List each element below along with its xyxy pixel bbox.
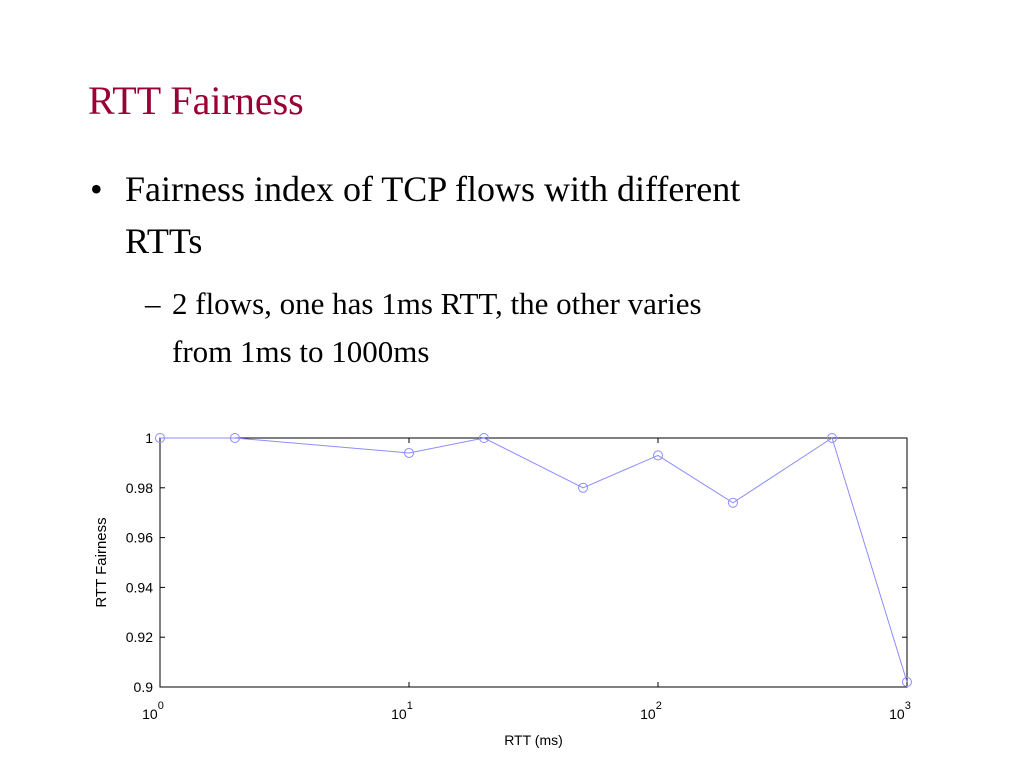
plot-frame [159,437,908,688]
data-point [827,433,838,443]
data-point [478,433,489,443]
y-tick-label: 0.92 [126,629,153,645]
x-tick-label: 100 [142,700,164,722]
x-tick-exponent: 1 [407,700,413,712]
x-tick-base: 10 [391,706,407,722]
bullet-text: from 1ms to 1000ms [172,334,429,369]
data-point [902,677,912,688]
y-axis-label: RTT Fairness [93,517,110,607]
x-tick-label: 101 [391,700,413,722]
x-tick-label: 102 [640,700,662,722]
y-tick-label: 0.98 [126,480,153,496]
x-tick-exponent: 0 [158,700,164,712]
x-axis-label: RTT (ms) [504,732,563,748]
bullet-marker: • [90,169,103,209]
y-tick-label: 0.96 [126,530,153,546]
x-tick-base: 10 [889,706,905,722]
bullets: • Fairness index of TCP flows with differ… [90,169,740,369]
x-tick-base: 10 [640,706,656,722]
x-tick-label: 103 [889,700,911,722]
data-point [727,497,738,508]
slide-title: RTT Fairness [88,78,304,123]
data-point [653,450,663,461]
x-tick-exponent: 2 [656,700,662,712]
bullet-text: Fairness index of TCP flows with differe… [125,169,740,209]
y-tick-label: 0.94 [126,579,153,595]
x-tick-base: 10 [142,706,158,722]
x-tick-exponent: 3 [905,700,911,712]
series-line [160,437,908,683]
bullet-text: RTTs [125,221,202,261]
data-point [155,433,165,443]
data-point [229,433,240,443]
data-point [404,447,414,458]
y-tick-label: 1 [145,430,153,446]
data-point [578,482,589,493]
bullet-marker: – [144,286,161,321]
y-tick-label: 0.9 [134,679,154,695]
bullet-text: 2 flows, one has 1ms RTT, the other vari… [172,286,702,321]
